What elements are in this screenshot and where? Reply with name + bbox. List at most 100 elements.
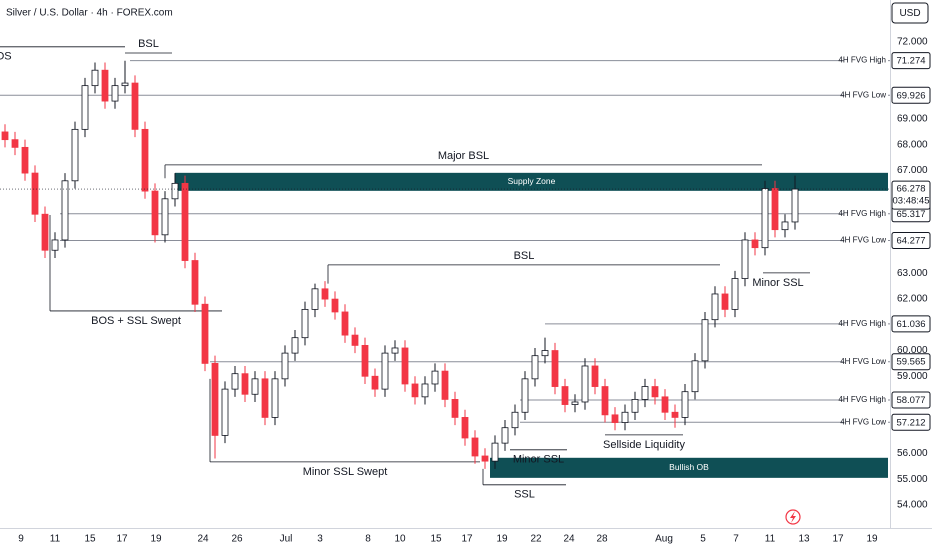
candle-body <box>741 239 749 279</box>
candle-body <box>241 373 249 395</box>
candle-body <box>101 69 109 102</box>
level-label: 4H FVG High <box>838 395 886 404</box>
y-tick-label: 63.000 <box>897 268 928 279</box>
candle-body <box>511 411 519 429</box>
x-tick-label: 15 <box>84 534 96 545</box>
candle-body <box>91 69 99 87</box>
countdown-label: 03:48:45 <box>893 196 930 207</box>
candle-body <box>491 442 499 462</box>
chart-title: Silver / U.S. Dollar · 4h · FOREX.com <box>6 8 173 19</box>
candle-body <box>551 350 559 387</box>
candle-body <box>471 437 479 457</box>
candle-body <box>661 396 669 413</box>
x-tick-label: 17 <box>461 534 473 545</box>
x-tick-label: 10 <box>394 534 406 545</box>
level-label: 4H FVG High <box>838 209 886 218</box>
candle-body <box>331 298 339 313</box>
x-tick-label: 17 <box>832 534 844 545</box>
candle-body <box>261 378 269 418</box>
candle-body <box>381 352 389 390</box>
candle-body <box>1 131 9 141</box>
level-label: 4H FVG Low <box>840 417 886 426</box>
candle-body <box>461 417 469 439</box>
candle-body <box>621 411 629 423</box>
candle-body <box>211 363 219 436</box>
candle-body <box>191 260 199 305</box>
candle-body <box>611 414 619 423</box>
y-tick-label: 59.000 <box>897 371 928 382</box>
price-tag <box>891 391 931 409</box>
y-tick-label: 68.000 <box>897 139 928 150</box>
candle-body <box>641 386 649 400</box>
candle-body <box>201 303 209 364</box>
zone <box>175 172 888 191</box>
zone <box>490 457 888 478</box>
candle-body <box>321 288 329 300</box>
last-price-label: 66.278 <box>896 184 925 195</box>
candle-body <box>51 239 59 251</box>
currency-button[interactable] <box>891 2 929 24</box>
candle-body <box>131 82 139 130</box>
level-label: 4H FVG High <box>838 319 886 328</box>
icon-circle[interactable] <box>785 509 801 525</box>
candle-body <box>111 85 119 102</box>
candle-body <box>171 182 179 200</box>
price-tag <box>891 52 931 70</box>
zone-label: Bullish OB <box>669 462 709 472</box>
annotation-label: Minor SSL <box>752 277 803 289</box>
candle-body <box>41 213 49 251</box>
candle-body <box>251 378 259 395</box>
price-tag <box>891 232 931 250</box>
candle-body <box>441 370 449 400</box>
price-tag <box>891 315 931 333</box>
candle-body <box>541 350 549 357</box>
candle-body <box>341 311 349 336</box>
annotation-label: BOS + SSL Swept <box>91 315 181 327</box>
candle-body <box>161 198 169 236</box>
currency-label[interactable]: USD <box>899 8 920 19</box>
candle-body <box>671 411 679 418</box>
x-tick-label: 7 <box>733 534 739 545</box>
candle-body <box>531 355 539 380</box>
price-tag-label: 65.317 <box>896 209 925 220</box>
x-tick-label: 26 <box>231 534 243 545</box>
candle-body <box>181 182 189 261</box>
last-price-tag <box>891 180 931 210</box>
icon-bolt[interactable] <box>790 511 796 523</box>
candle-body <box>701 319 709 362</box>
candle-body <box>421 383 429 398</box>
level-label-bg <box>844 54 888 67</box>
candle-body <box>81 85 89 130</box>
level-label: 4H FVG Low <box>840 357 886 366</box>
x-tick-label: 24 <box>197 534 209 545</box>
candle-body <box>291 337 299 354</box>
level-label-bg <box>844 234 888 247</box>
lightning-icon[interactable] <box>785 509 801 525</box>
y-tick-label: 54.000 <box>897 499 928 510</box>
candle-body <box>411 383 419 398</box>
candle-body <box>281 352 289 380</box>
x-tick-label: 24 <box>563 534 575 545</box>
zone-label: Supply Zone <box>508 176 556 186</box>
candle-body <box>431 370 439 385</box>
x-tick-label: 11 <box>50 534 61 545</box>
x-tick-label: 13 <box>798 534 810 545</box>
annotation-label: Minor SSL Swept <box>303 466 388 478</box>
y-tick-label: 60.000 <box>897 345 928 356</box>
candle-body <box>151 190 159 236</box>
x-tick-label: 11 <box>765 534 776 545</box>
candle-body <box>561 386 569 405</box>
candle-body <box>311 288 319 310</box>
annotation-label: BOS <box>0 51 12 63</box>
candle-body <box>781 221 789 231</box>
candle-body <box>761 188 769 249</box>
x-tick-label: 8 <box>365 534 371 545</box>
level-label-bg <box>844 89 888 102</box>
candle-body <box>731 278 739 310</box>
level-label-bg <box>844 207 888 220</box>
candle-body <box>581 365 589 403</box>
candle-body <box>771 188 779 231</box>
level-label-bg <box>844 416 888 429</box>
price-tag-label: 61.036 <box>896 319 925 330</box>
candle-body <box>21 146 29 174</box>
